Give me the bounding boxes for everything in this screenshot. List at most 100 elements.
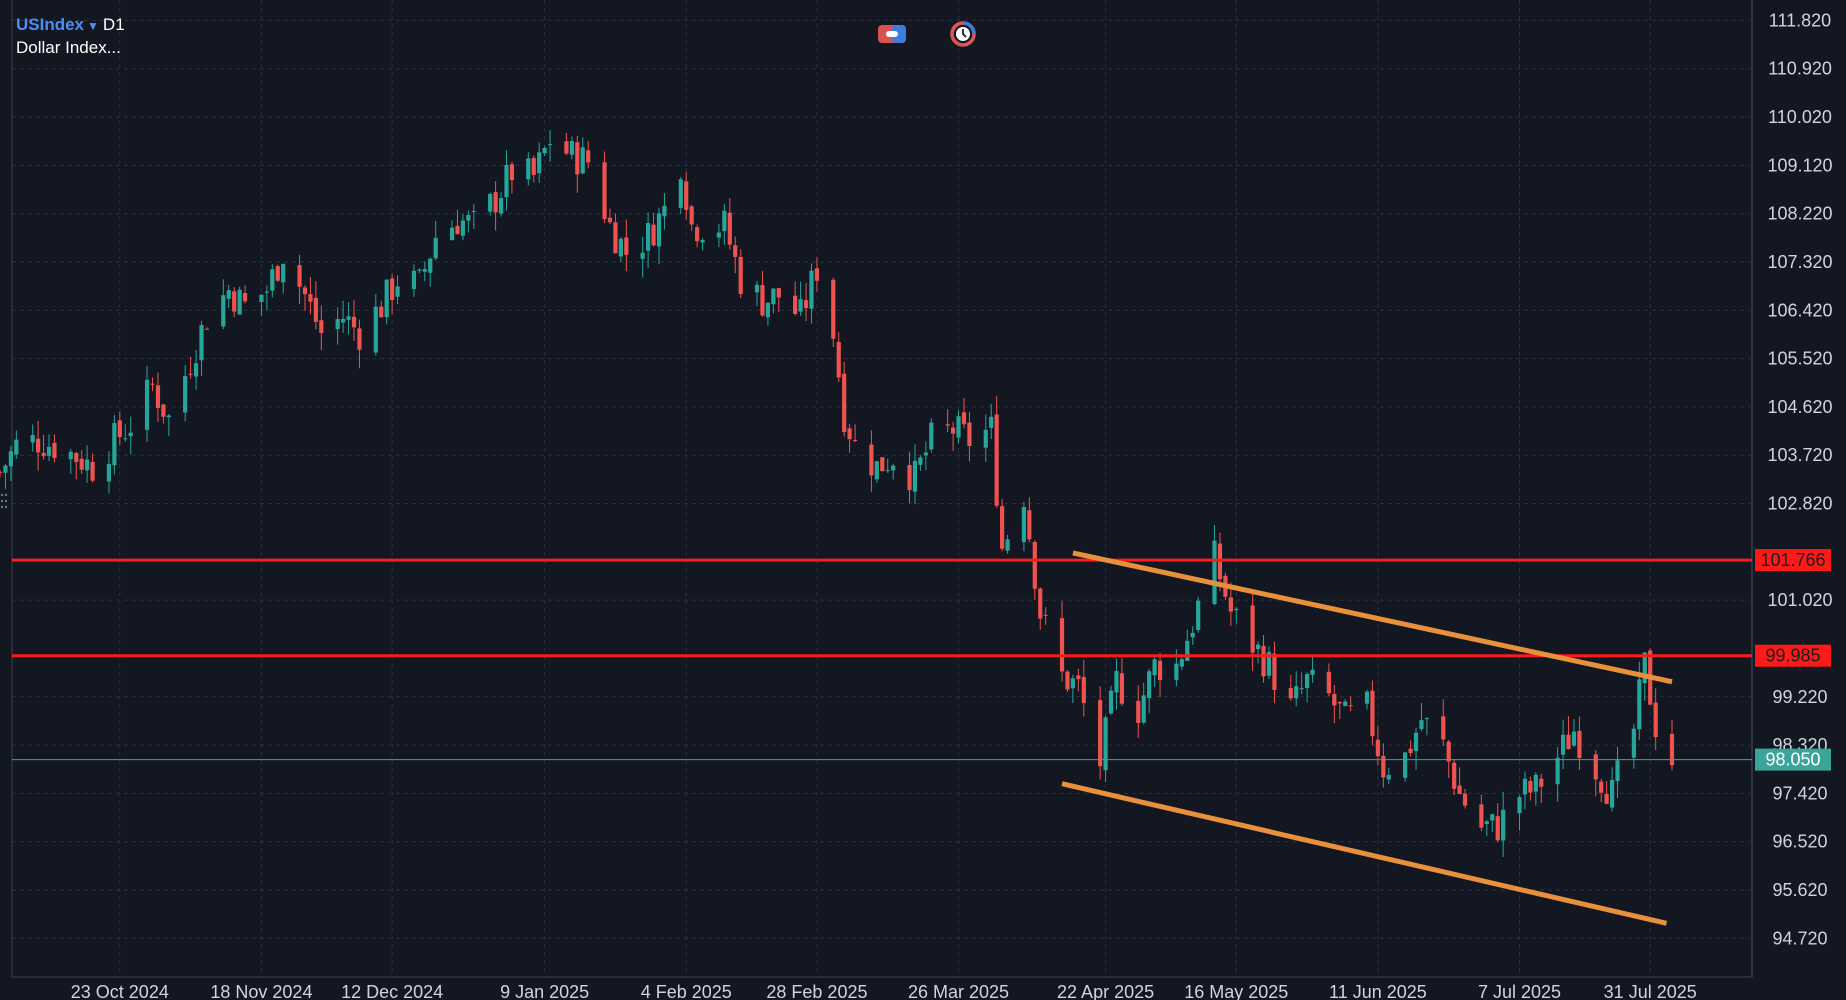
candle-down — [1375, 739, 1381, 757]
candle-down — [869, 444, 874, 476]
candle-down — [1027, 510, 1032, 540]
candle-down — [90, 461, 95, 481]
date-tick-label: 12 Dec 2024 — [341, 982, 443, 1000]
candle-up — [460, 220, 466, 236]
candle-up — [428, 258, 433, 273]
candle-up — [1615, 760, 1620, 782]
candle-down — [1119, 673, 1125, 704]
candle-up — [929, 422, 934, 450]
clock-history-icon[interactable] — [948, 21, 978, 47]
candle-down — [0, 471, 3, 473]
candle-down — [1272, 653, 1277, 690]
symbol-label[interactable]: USIndex — [16, 15, 85, 34]
candle-up — [989, 416, 994, 428]
channel-lower-trend-line[interactable] — [1061, 781, 1668, 926]
candle-up — [1305, 674, 1310, 688]
candle-up — [537, 152, 542, 174]
candle-up — [1141, 695, 1146, 723]
candle-up — [580, 147, 585, 174]
symbol-description: Dollar Index... — [16, 38, 121, 57]
candle-down — [531, 157, 536, 176]
candle-down — [1059, 618, 1065, 672]
candle-up — [166, 415, 171, 418]
timeframe-label[interactable]: D1 — [102, 15, 125, 34]
channel-upper-trend-line[interactable] — [1072, 550, 1673, 685]
candle-down — [297, 265, 302, 287]
price-tick-label: 95.620 — [1772, 880, 1827, 900]
candle-up — [1501, 809, 1506, 841]
candle-up — [891, 465, 896, 471]
candle-down — [1157, 660, 1163, 680]
candle-down — [1381, 755, 1386, 778]
price-tick-label: 105.520 — [1767, 349, 1832, 369]
panel-resize-grip-icon[interactable] — [0, 492, 8, 510]
candle-up — [395, 286, 400, 297]
candle-up — [809, 270, 814, 309]
date-tick-label: 28 Feb 2025 — [766, 982, 867, 1000]
candle-up — [618, 238, 623, 257]
candle-down — [302, 287, 308, 295]
level-price-badge — [1755, 644, 1831, 667]
candle-down — [36, 438, 41, 453]
candle-down — [831, 279, 836, 339]
price-tick-label: 94.720 — [1772, 928, 1827, 948]
date-tick-label: 26 Mar 2025 — [908, 982, 1009, 1000]
candle-up — [1343, 701, 1348, 706]
candle-down — [880, 457, 885, 472]
candle-down — [684, 181, 689, 210]
candle-up — [1234, 608, 1239, 611]
level-price-label: 101.766 — [1760, 550, 1825, 570]
candle-up — [918, 457, 923, 465]
candle-up — [449, 227, 455, 241]
candle-up — [471, 210, 476, 212]
candle-down — [188, 373, 193, 375]
candle-down — [357, 328, 362, 350]
candle-down — [155, 385, 161, 408]
candle-up — [237, 289, 242, 315]
candle-up — [646, 223, 651, 251]
candle-down — [1457, 785, 1462, 794]
candle-up — [281, 264, 286, 283]
candle-down — [117, 420, 122, 438]
candle-down — [509, 164, 515, 181]
candle-down — [847, 428, 852, 440]
candle-up — [1637, 679, 1642, 730]
candle-down — [689, 206, 694, 225]
indicator-toggle-icon[interactable] — [877, 21, 907, 47]
candle-up — [1560, 734, 1566, 755]
candle-down — [586, 150, 591, 163]
candle-down — [1653, 702, 1658, 738]
candle-down — [1326, 671, 1331, 694]
candle-down — [1038, 588, 1043, 619]
candle-down — [602, 162, 607, 220]
candle-up — [3, 465, 8, 473]
candle-down — [313, 297, 318, 322]
candle-down — [379, 306, 384, 318]
candle-down — [776, 288, 781, 298]
candle-down — [967, 422, 972, 447]
symbol-dropdown-caret-icon[interactable]: ▼ — [87, 19, 99, 33]
price-tick-label: 101.020 — [1767, 590, 1832, 610]
candle-up — [1114, 671, 1119, 693]
price-tick-label: 106.420 — [1767, 300, 1832, 320]
candle-up — [1021, 507, 1026, 543]
candle-down — [994, 414, 999, 506]
date-tick-label: 11 Jun 2025 — [1329, 982, 1427, 1000]
price-tick-label: 110.920 — [1768, 59, 1832, 79]
candle-down — [1462, 793, 1468, 806]
candle-up — [1294, 686, 1299, 699]
candle-down — [1539, 778, 1544, 787]
candle-up — [923, 452, 928, 456]
candle-up — [1517, 797, 1522, 814]
candle-up — [411, 270, 417, 290]
candle-up — [384, 279, 389, 318]
candle-up — [1490, 814, 1495, 821]
candle-down — [1043, 614, 1048, 616]
candle-down — [275, 266, 280, 281]
candle-up — [678, 179, 683, 208]
candle-down — [41, 452, 46, 457]
candle-down — [607, 217, 613, 223]
candle-down — [390, 278, 395, 300]
candle-down — [1593, 754, 1598, 780]
